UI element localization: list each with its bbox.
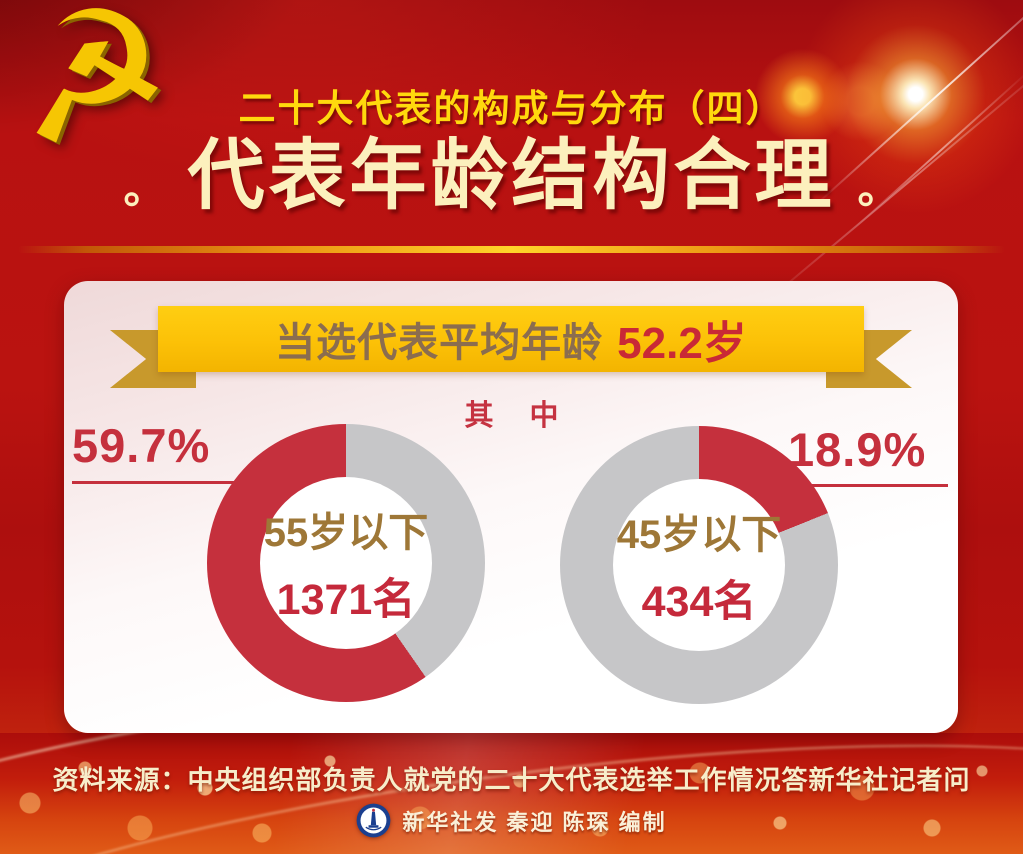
donut-title-under-45: 45岁以下 xyxy=(616,512,782,557)
banner-label: 当选代表平均年龄 xyxy=(275,321,604,365)
average-age-banner: 当选代表平均年龄 52.2岁 xyxy=(158,306,864,372)
donut-count-under-45: 434名 xyxy=(641,577,757,626)
donut-center-under-55: 55岁以下 1371名 xyxy=(260,477,432,649)
kicker-title: 二十大代表的构成与分布（四） xyxy=(238,88,785,129)
credit-text: 新华社发 秦迎 陈琛 编制 xyxy=(402,809,667,835)
main-title-row: 。 代表年龄结构合理 。 xyxy=(0,134,1023,219)
donut-center-under-45: 45岁以下 434名 xyxy=(613,479,785,651)
percent-label-under-45: 18.9% xyxy=(788,423,927,476)
donut-chart-under-55: 55岁以下 1371名 xyxy=(207,424,485,702)
page-title: 代表年龄结构合理 xyxy=(187,133,836,219)
donut-count-under-55: 1371名 xyxy=(276,575,416,624)
donut-title-under-55: 55岁以下 xyxy=(263,510,429,555)
percent-underline-under-55 xyxy=(72,481,238,484)
percent-label-under-55: 59.7% xyxy=(72,419,211,472)
source-line: 资料来源：中央组织部负责人就党的二十大代表选举工作情况答新华社记者问 xyxy=(52,765,971,795)
title-ornament-right: 。 xyxy=(857,165,900,212)
section-label: 其 中 xyxy=(464,400,573,432)
banner-value: 52.2岁 xyxy=(617,319,747,368)
gold-divider xyxy=(18,246,1005,253)
donut-chart-under-45: 45岁以下 434名 xyxy=(560,426,838,704)
title-ornament-left: 。 xyxy=(123,165,166,212)
credit-row: 新华社发 秦迎 陈琛 编制 xyxy=(0,803,1023,838)
xinhua-logo-icon xyxy=(356,803,391,838)
percent-underline-under-45 xyxy=(795,484,948,487)
